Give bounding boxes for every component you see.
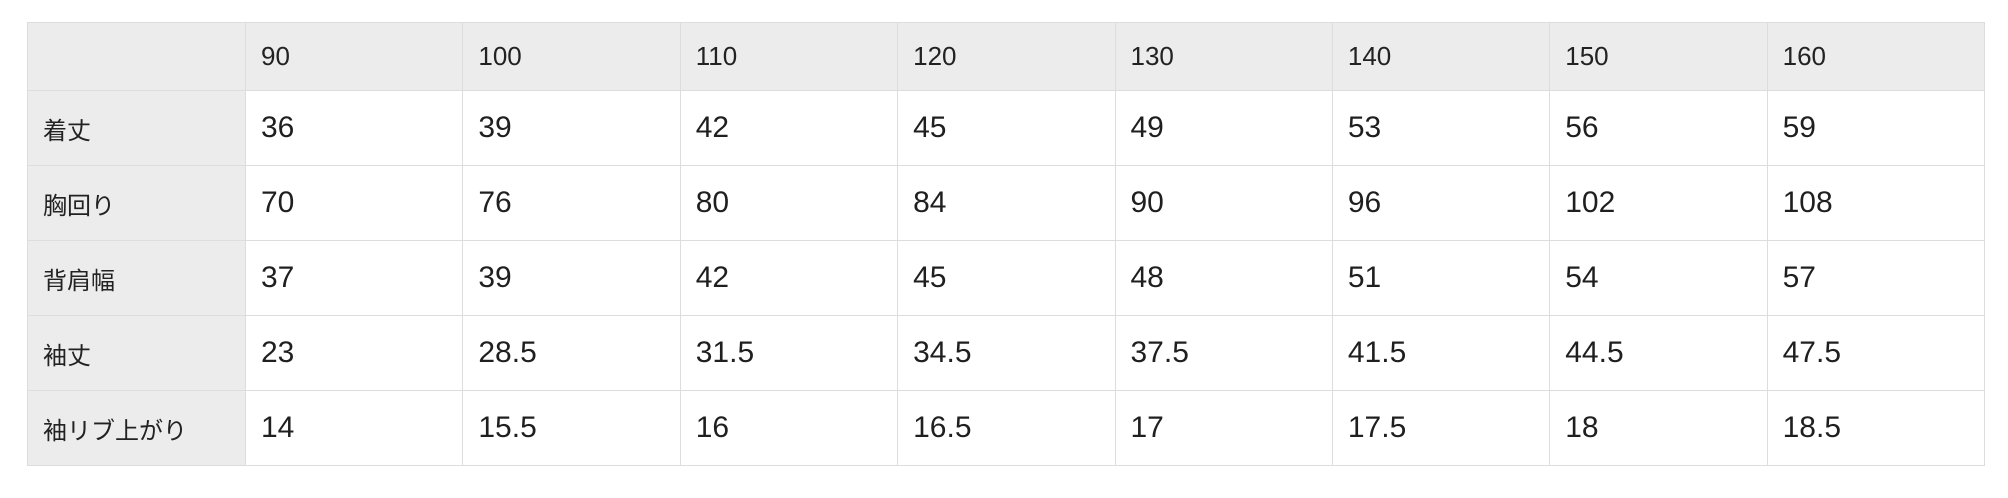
column-header-160: 160 (1766, 22, 1986, 91)
table-cell: 14 (244, 390, 464, 466)
table-row: 胸回り 70 76 80 84 90 96 102 108 (27, 165, 1986, 241)
table-cell: 31.5 (679, 315, 899, 391)
table-row: 着丈 36 39 42 45 49 53 56 59 (27, 90, 1986, 166)
table-row: 背肩幅 37 39 42 45 48 51 54 57 (27, 240, 1986, 316)
table-cell: 18.5 (1766, 390, 1986, 466)
table-cell: 48 (1114, 240, 1333, 316)
table-cell: 59 (1766, 90, 1986, 166)
table-cell: 39 (462, 240, 681, 316)
table-cell: 16.5 (897, 390, 1116, 466)
size-chart: 90 100 110 120 130 140 150 160 着丈 36 39 … (27, 22, 1986, 466)
row-label: 袖丈 (27, 315, 246, 391)
table-cell: 42 (679, 240, 899, 316)
table-cell: 57 (1766, 240, 1986, 316)
table-cell: 102 (1549, 165, 1768, 241)
table-cell: 17 (1114, 390, 1333, 466)
table-cell: 44.5 (1549, 315, 1768, 391)
row-label: 胸回り (27, 165, 246, 241)
table-cell: 80 (679, 165, 899, 241)
table-cell: 42 (679, 90, 899, 166)
table-header-row: 90 100 110 120 130 140 150 160 (27, 22, 1986, 91)
column-header-120: 120 (897, 22, 1116, 91)
table-cell: 70 (244, 165, 464, 241)
table-row: 袖丈 23 28.5 31.5 34.5 37.5 41.5 44.5 47.5 (27, 315, 1986, 391)
table-row: 袖リブ上がり 14 15.5 16 16.5 17 17.5 18 18.5 (27, 390, 1986, 466)
table-cell: 18 (1549, 390, 1768, 466)
column-header-130: 130 (1114, 22, 1333, 91)
table-cell: 54 (1549, 240, 1768, 316)
table-cell: 45 (897, 90, 1116, 166)
table-cell: 37.5 (1114, 315, 1333, 391)
size-spec-table: 90 100 110 120 130 140 150 160 着丈 36 39 … (27, 22, 1986, 466)
table-cell: 37 (244, 240, 464, 316)
table-cell: 76 (462, 165, 681, 241)
table-cell: 53 (1331, 90, 1551, 166)
column-header-140: 140 (1331, 22, 1551, 91)
corner-cell (27, 22, 246, 91)
column-header-110: 110 (679, 22, 899, 91)
row-label: 着丈 (27, 90, 246, 166)
row-label: 背肩幅 (27, 240, 246, 316)
table-cell: 36 (244, 90, 464, 166)
table-cell: 28.5 (462, 315, 681, 391)
row-label: 袖リブ上がり (27, 390, 246, 466)
table-cell: 51 (1331, 240, 1551, 316)
column-header-150: 150 (1549, 22, 1768, 91)
table-cell: 47.5 (1766, 315, 1986, 391)
table-cell: 108 (1766, 165, 1986, 241)
table-cell: 15.5 (462, 390, 681, 466)
table-cell: 96 (1331, 165, 1551, 241)
table-cell: 39 (462, 90, 681, 166)
table-cell: 56 (1549, 90, 1768, 166)
column-header-90: 90 (244, 22, 464, 91)
table-cell: 90 (1114, 165, 1333, 241)
table-cell: 41.5 (1331, 315, 1551, 391)
column-header-100: 100 (462, 22, 681, 91)
table-cell: 45 (897, 240, 1116, 316)
table-cell: 23 (244, 315, 464, 391)
table-cell: 84 (897, 165, 1116, 241)
table-cell: 34.5 (897, 315, 1116, 391)
table-cell: 17.5 (1331, 390, 1551, 466)
table-cell: 16 (679, 390, 899, 466)
table-cell: 49 (1114, 90, 1333, 166)
